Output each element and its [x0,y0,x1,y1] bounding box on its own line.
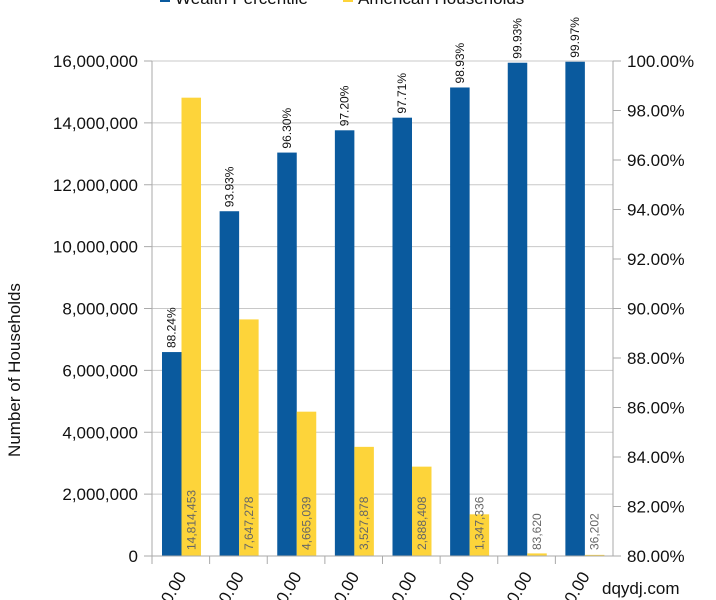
data-label-households: 1,347,336 [472,496,486,550]
data-label-households: 4,665,039 [300,496,314,550]
y-tick-label: 16,000,000 [53,52,138,71]
y-tick-label: 12,000,000 [53,176,138,195]
y-tick-label: 8,000,000 [62,300,138,319]
y-tick-label: 4,000,000 [62,423,138,442]
data-label-wealth: 99.93% [511,18,525,59]
x-tick-label: 0.00 [330,569,363,600]
bar-american-households [181,97,201,557]
y2-tick-label: 98.00% [627,102,685,121]
y2-tick-label: 84.00% [627,448,685,467]
y2-tick-label: 94.00% [627,201,685,220]
legend-swatch-households [343,0,353,2]
data-label-households: 2,888,408 [415,496,429,550]
legend-label-households: American Households [358,0,524,8]
data-label-wealth: 97.20% [338,85,352,126]
data-label-households: 36,202 [588,513,602,550]
watermark: dqydj.com [602,579,679,598]
x-tick-label: 0.00 [445,569,478,600]
legend: Wealth Percentile American Households [160,0,524,8]
x-tick-label: 0.00 [388,569,421,600]
legend-label-wealth: Wealth Percentile [175,0,308,8]
bar-american-households [296,411,317,556]
bar-american-households [584,554,605,556]
data-label-wealth: 96.30% [280,108,294,149]
bar-wealth-percentile [392,117,412,557]
x-tick-label: 0.00 [503,569,536,600]
y2-tick-label: 100.00% [627,52,694,71]
data-label-households: 14,814,453 [184,490,198,550]
bar-american-households [527,553,547,556]
bar-wealth-percentile [277,152,297,556]
data-label-households: 83,620 [530,513,544,550]
y2-tick-label: 80.00% [627,547,685,566]
bar-american-households [354,446,374,556]
x-tick-label: 0.00 [215,569,248,600]
x-tick-label: 0.00 [273,569,306,600]
data-label-wealth: 97.71% [395,73,409,114]
data-label-wealth: 88.24% [165,307,179,348]
bar-wealth-percentile [334,130,355,557]
bar-american-households [239,319,259,556]
data-label-wealth: 93.93% [222,166,236,207]
bar-american-households [469,514,490,556]
y2-tick-label: 96.00% [627,151,685,170]
y2-tick-label: 92.00% [627,250,685,269]
y2-tick-label: 90.00% [627,300,685,319]
bar-wealth-percentile [450,87,470,557]
bar-wealth-percentile [507,62,528,557]
data-label-wealth: 99.97% [568,17,582,58]
bar-wealth-percentile [219,211,240,557]
legend-swatch-wealth [160,0,170,2]
y-tick-label: 6,000,000 [62,361,138,380]
bar-wealth-percentile [162,352,182,556]
y-tick-label: 0 [129,547,138,566]
y2-tick-label: 86.00% [627,399,685,418]
data-label-households: 3,527,878 [357,496,371,550]
x-tick-label: 0.00 [561,569,594,600]
bar-american-households [412,466,432,556]
y-tick-label: 14,000,000 [53,114,138,133]
data-label-households: 7,647,278 [242,496,256,550]
y2-tick-label: 88.00% [627,349,685,368]
y-axis-label: Number of Households [5,283,24,457]
y-tick-label: 2,000,000 [62,485,138,504]
bar-wealth-percentile [565,61,585,557]
x-tick-label: 0.00 [157,569,190,600]
y-tick-label: 10,000,000 [53,238,138,257]
data-label-wealth: 98.93% [453,42,467,83]
y2-tick-label: 82.00% [627,498,685,517]
